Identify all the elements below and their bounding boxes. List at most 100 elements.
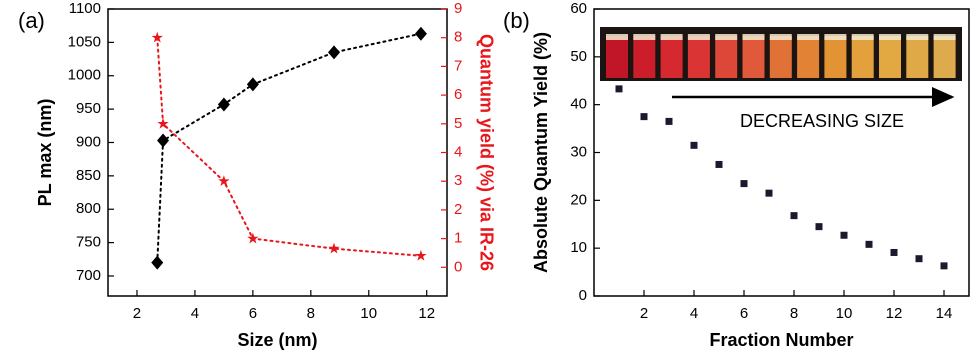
data-point	[157, 117, 169, 129]
data-point	[328, 45, 340, 60]
y-tick-label: 750	[76, 234, 101, 251]
data-point	[840, 231, 848, 239]
y-tick-label: 700	[76, 267, 101, 284]
data-point	[151, 31, 163, 43]
series-line	[156, 32, 422, 264]
data-point	[890, 248, 898, 256]
vial	[715, 36, 738, 78]
panel-label: (a)	[18, 8, 45, 33]
x-tick-label: 12	[886, 305, 903, 322]
data-point	[715, 160, 723, 168]
y-tick-label: 40	[570, 96, 587, 113]
vial-cap	[797, 34, 820, 40]
vial-cap	[933, 34, 956, 40]
data-point	[915, 255, 923, 263]
data-point	[151, 255, 164, 270]
annotation: DECREASING SIZE	[740, 111, 904, 131]
vial-photo	[600, 27, 962, 81]
y2-tick-label: 9	[454, 0, 462, 17]
y-tick-label: 800	[76, 200, 101, 217]
vial	[797, 36, 820, 78]
vial	[906, 36, 929, 78]
y-tick-label: 30	[570, 143, 587, 160]
y-tick-label: 1000	[68, 67, 101, 84]
data-point	[415, 249, 427, 261]
y2-tick-label: 4	[454, 143, 462, 160]
vial	[687, 36, 710, 78]
vial	[660, 36, 683, 78]
y2-tick-label: 2	[454, 201, 462, 218]
x-tick-label: 8	[790, 305, 798, 322]
data-point	[740, 180, 748, 188]
data-point	[790, 212, 798, 220]
x-tick-label: 12	[418, 305, 435, 322]
y-axis-label: PL max (nm)	[35, 99, 55, 207]
vial-cap	[879, 34, 901, 40]
vial	[824, 36, 847, 78]
x-tick-label: 4	[690, 305, 698, 322]
x-tick-label: 8	[307, 305, 315, 322]
data-point	[940, 262, 948, 270]
data-point	[328, 242, 340, 254]
vial	[933, 36, 956, 78]
y2-tick-label: 6	[454, 86, 462, 103]
data-point	[690, 141, 698, 149]
x-tick-label: 4	[191, 305, 199, 322]
vial-cap	[906, 34, 929, 40]
x-tick-label: 14	[936, 305, 953, 322]
vial	[633, 36, 656, 78]
y2-tick-label: 0	[454, 258, 462, 275]
vial-cap	[633, 34, 656, 40]
y-tick-label: 850	[76, 167, 101, 184]
vial-cap	[660, 34, 683, 40]
vial-cap	[606, 34, 628, 40]
data-point	[414, 26, 427, 41]
x-axis-label: Fraction Number	[709, 330, 853, 350]
x-tick-label: 2	[133, 305, 141, 322]
y-tick-label: 0	[579, 287, 587, 304]
y-tick-label: 20	[570, 191, 587, 208]
y-tick-label: 1050	[68, 33, 101, 50]
y2-tick-label: 8	[454, 29, 462, 46]
y-tick-label: 60	[570, 0, 587, 17]
x-tick-label: 6	[249, 305, 257, 322]
x-tick-label: 2	[640, 305, 648, 322]
x-tick-label: 6	[740, 305, 748, 322]
data-point	[865, 240, 873, 248]
data-point	[665, 117, 673, 125]
y-axis-label: Absolute Quantum Yield (%)	[531, 32, 551, 273]
data-point	[615, 85, 623, 93]
vial-cap	[742, 34, 765, 40]
vial	[769, 36, 792, 78]
vial	[606, 36, 628, 78]
y-tick-label: 50	[570, 48, 587, 65]
y2-axis-label: Quantum yield (%) via IR-26	[476, 34, 496, 271]
vial-cap	[851, 34, 874, 40]
vial-cap	[824, 34, 847, 40]
vial	[879, 36, 901, 78]
y-tick-label: 900	[76, 133, 101, 150]
y2-tick-label: 7	[454, 57, 462, 74]
data-point	[815, 223, 823, 231]
y-tick-label: 10	[570, 239, 587, 256]
vial	[742, 36, 765, 78]
vial-cap	[687, 34, 710, 40]
data-point	[217, 97, 230, 112]
y-tick-label: 950	[76, 100, 101, 117]
panel-label: (b)	[503, 8, 530, 33]
data-point	[247, 232, 259, 244]
data-point	[218, 175, 230, 187]
vial-cap	[769, 34, 792, 40]
data-point	[246, 77, 259, 92]
y2-tick-label: 5	[454, 115, 462, 132]
y-tick-label: 1100	[69, 0, 101, 17]
x-tick-label: 10	[360, 305, 377, 322]
data-point	[640, 113, 648, 121]
data-point	[157, 133, 170, 148]
y2-tick-label: 3	[454, 172, 462, 189]
x-tick-label: 10	[836, 305, 853, 322]
data-point	[765, 189, 773, 197]
y2-tick-label: 1	[454, 230, 462, 247]
